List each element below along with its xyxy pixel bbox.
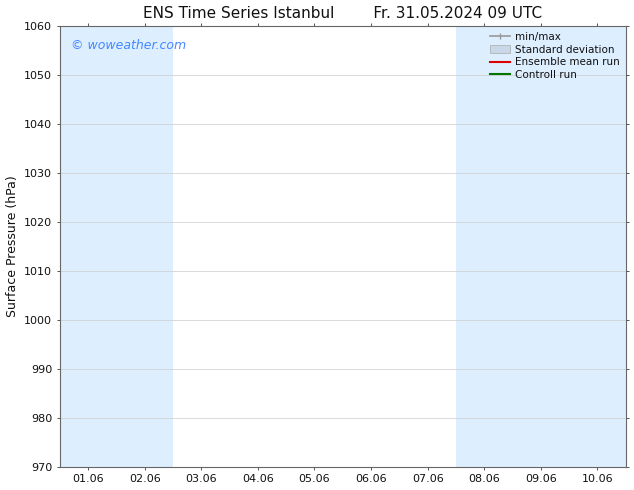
Bar — [456, 26, 512, 467]
Bar — [60, 26, 117, 467]
Bar — [569, 26, 626, 467]
Bar — [512, 26, 569, 467]
Y-axis label: Surface Pressure (hPa): Surface Pressure (hPa) — [6, 175, 18, 317]
Legend: min/max, Standard deviation, Ensemble mean run, Controll run: min/max, Standard deviation, Ensemble me… — [486, 28, 624, 84]
Text: © woweather.com: © woweather.com — [71, 39, 186, 52]
Title: ENS Time Series Istanbul        Fr. 31.05.2024 09 UTC: ENS Time Series Istanbul Fr. 31.05.2024 … — [143, 5, 542, 21]
Bar — [117, 26, 173, 467]
